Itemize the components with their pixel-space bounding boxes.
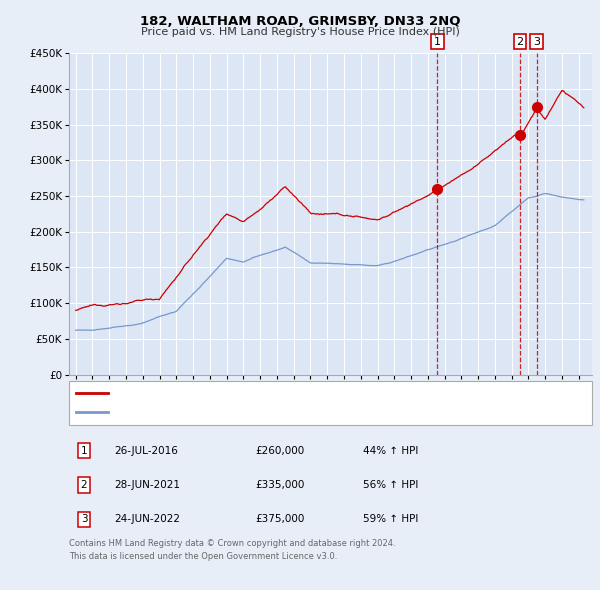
Text: Price paid vs. HM Land Registry's House Price Index (HPI): Price paid vs. HM Land Registry's House … — [140, 27, 460, 37]
Text: 3: 3 — [533, 37, 540, 47]
Text: 24-JUN-2022: 24-JUN-2022 — [114, 514, 180, 524]
Text: 56% ↑ HPI: 56% ↑ HPI — [363, 480, 418, 490]
Text: 3: 3 — [80, 514, 88, 524]
Text: 44% ↑ HPI: 44% ↑ HPI — [363, 446, 418, 455]
Text: 1: 1 — [80, 446, 88, 455]
Text: 26-JUL-2016: 26-JUL-2016 — [114, 446, 178, 455]
Text: Contains HM Land Registry data © Crown copyright and database right 2024.
This d: Contains HM Land Registry data © Crown c… — [69, 539, 395, 560]
Text: 28-JUN-2021: 28-JUN-2021 — [114, 480, 180, 490]
Text: 182, WALTHAM ROAD, GRIMSBY, DN33 2NQ: 182, WALTHAM ROAD, GRIMSBY, DN33 2NQ — [140, 15, 460, 28]
Text: 2: 2 — [517, 37, 523, 47]
Text: 2: 2 — [80, 480, 88, 490]
Text: HPI: Average price, detached house, North East Lincolnshire: HPI: Average price, detached house, Nort… — [114, 408, 408, 417]
Text: 59% ↑ HPI: 59% ↑ HPI — [363, 514, 418, 524]
Text: 182, WALTHAM ROAD, GRIMSBY, DN33 2NQ (detached house): 182, WALTHAM ROAD, GRIMSBY, DN33 2NQ (de… — [114, 388, 416, 398]
Text: £335,000: £335,000 — [255, 480, 304, 490]
Text: £375,000: £375,000 — [255, 514, 304, 524]
Text: £260,000: £260,000 — [255, 446, 304, 455]
Text: 1: 1 — [434, 37, 441, 47]
